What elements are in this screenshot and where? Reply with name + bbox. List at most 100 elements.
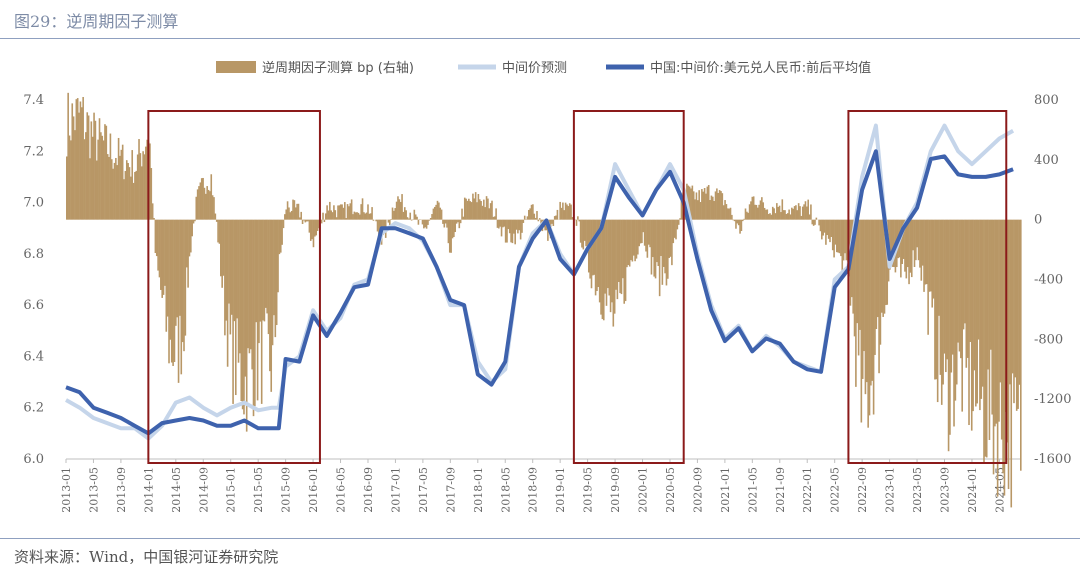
factor-bar: [804, 201, 807, 220]
factor-bar: [983, 219, 985, 464]
factor-bar: [218, 219, 221, 244]
factor-bar: [934, 219, 936, 380]
factor-bar: [690, 188, 692, 220]
factor-bar: [672, 219, 675, 244]
factor-bar: [207, 189, 210, 220]
factor-bar: [927, 219, 929, 335]
factor-bar: [110, 159, 113, 220]
factor-bar: [428, 219, 431, 221]
factor-bar: [221, 219, 223, 288]
factor-bar: [68, 135, 71, 220]
factor-bar: [740, 219, 743, 232]
factor-bar: [413, 209, 416, 220]
factor-bar: [507, 219, 510, 230]
factor-bar: [323, 219, 326, 223]
factor-bar: [776, 203, 778, 220]
factor-bar: [102, 140, 105, 220]
factor-bar: [150, 168, 153, 220]
factor-bar: [297, 203, 300, 220]
factor-bar: [322, 212, 324, 220]
factor-bar: [910, 219, 913, 278]
factor-bar: [928, 219, 931, 292]
factor-bar: [669, 219, 672, 257]
factor-bar: [728, 208, 730, 220]
legend: 逆周期因子测算 bp (右轴) 中间价预测 中国:中间价:美元兑人民币:前后平均…: [216, 60, 871, 76]
x-tick-label: 2018-01: [472, 467, 485, 513]
factor-bar: [209, 191, 211, 220]
factor-bar: [303, 219, 305, 221]
factor-bar: [921, 219, 924, 266]
factor-bar: [282, 219, 285, 229]
factor-bar: [371, 207, 373, 220]
factor-bar: [778, 205, 781, 220]
x-tick-label: 2022-09: [856, 467, 869, 513]
factor-bar: [414, 214, 417, 220]
factor-bar: [423, 219, 425, 229]
factor-bar: [474, 192, 477, 220]
factor-bar: [213, 197, 215, 220]
factor-bar: [454, 219, 457, 233]
factor-bar: [806, 206, 808, 220]
factor-bar: [987, 219, 989, 370]
factor-bar: [267, 219, 270, 335]
factor-bar: [698, 190, 700, 220]
factor-bar: [883, 219, 886, 314]
factor-bar: [991, 219, 993, 415]
factor-bar: [810, 204, 812, 220]
factor-bar: [161, 219, 163, 298]
factor-bar: [530, 204, 533, 220]
factor-bar: [872, 219, 875, 415]
factor-bar: [406, 217, 409, 220]
factor-bar: [502, 219, 504, 228]
factor-bar: [187, 219, 189, 288]
factor-bar: [115, 157, 117, 220]
factor-bar: [637, 219, 639, 255]
factor-bar: [101, 135, 104, 220]
factor-bar: [818, 219, 820, 226]
factor-bar: [237, 219, 240, 363]
factor-bar: [498, 219, 500, 229]
factor-bar: [121, 144, 124, 220]
factor-bar: [953, 219, 955, 427]
factor-bar: [202, 177, 204, 220]
factor-bar: [958, 219, 961, 352]
factor-bar: [469, 201, 472, 220]
factor-bar: [398, 199, 401, 220]
factor-bar: [234, 219, 237, 396]
factor-bar: [962, 219, 965, 330]
factor-bar: [168, 219, 170, 364]
factor-bar: [1013, 219, 1015, 404]
x-tick-label: 2015-05: [252, 467, 265, 513]
factor-bar: [673, 219, 676, 238]
factor-bar: [743, 218, 745, 220]
factor-bar: [619, 219, 621, 294]
factor-bar: [1000, 219, 1003, 440]
factor-bar: [304, 219, 307, 223]
factor-bar: [833, 219, 835, 258]
factor-bar: [985, 219, 988, 458]
factor-bar: [363, 212, 365, 220]
factor-bar: [615, 219, 617, 290]
legend-label-forecast: 中间价预测: [502, 61, 567, 76]
factor-bar: [838, 219, 841, 254]
factor-bar: [999, 219, 1002, 383]
factor-bar: [774, 213, 777, 220]
factor-bar: [777, 206, 780, 220]
factor-bar: [955, 219, 958, 385]
factor-bar: [586, 219, 589, 248]
factor-bar: [67, 92, 69, 220]
factor-bar: [215, 219, 218, 222]
factor-bar: [429, 218, 432, 220]
factor-bar: [311, 219, 313, 240]
x-tick-label: 2017-09: [444, 467, 457, 513]
factor-bar: [247, 219, 249, 349]
factor-bar: [487, 198, 489, 220]
factor-bar: [305, 219, 308, 222]
factor-bar: [970, 219, 973, 431]
factor-bar: [589, 219, 591, 279]
factor-bar: [339, 204, 342, 220]
factor-bar: [759, 200, 762, 220]
factor-bar: [179, 219, 181, 316]
y-right-tick-label: -400: [1034, 273, 1063, 288]
factor-bar: [793, 206, 796, 220]
